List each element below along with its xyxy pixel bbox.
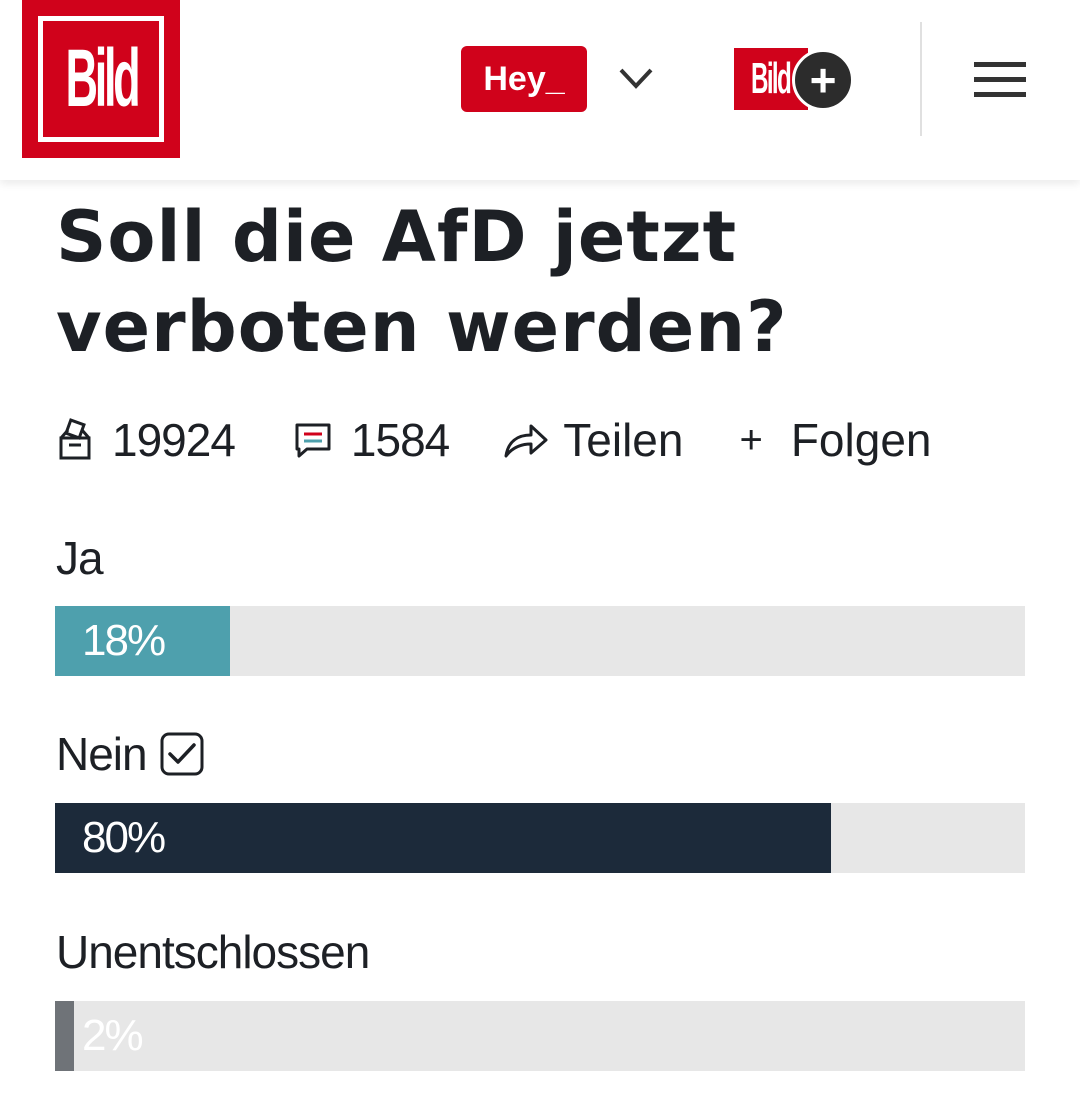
follow-label: Folgen <box>790 414 932 466</box>
menu-icon[interactable] <box>974 62 1026 98</box>
vote-count: 19924 <box>56 413 236 467</box>
poll-option-fill <box>55 1001 75 1071</box>
poll-option-label: Nein <box>56 724 205 784</box>
follow-button[interactable]: + Folgen <box>739 413 931 467</box>
chevron-down-icon[interactable] <box>614 60 658 100</box>
hey-button[interactable]: Hey_ <box>461 46 587 112</box>
comment-icon <box>295 423 331 458</box>
comment-count-value: 1584 <box>350 414 450 466</box>
poll-option-label: Ja <box>56 532 104 584</box>
follow-plus-icon: + <box>739 417 763 462</box>
poll-option-fill <box>55 606 230 676</box>
poll-option-percent: 80% <box>82 813 166 862</box>
poll-option-fill <box>55 803 831 873</box>
article-meta: 19924 1584 Teilen + Folgen <box>56 408 931 472</box>
share-label: Teilen <box>563 414 684 466</box>
ballot-box-icon <box>59 418 91 460</box>
bildplus-button[interactable]: Bild + <box>734 48 858 112</box>
checkbox-checked-icon <box>160 732 204 776</box>
vote-count-value: 19924 <box>112 414 236 466</box>
poll-option-bar[interactable]: 80% <box>55 803 1025 873</box>
header-divider <box>920 22 922 136</box>
page-title: Soll die AfD jetzt verboten werden? <box>56 196 788 368</box>
poll-option-label: Unentschlossen <box>56 926 370 978</box>
comment-count[interactable]: 1584 <box>293 413 450 467</box>
poll-option-bar[interactable]: 2% <box>55 1001 1025 1071</box>
bildplus-text: Bild <box>751 54 792 103</box>
bild-logo[interactable]: Bild <box>22 0 180 158</box>
share-button[interactable]: Teilen <box>503 413 683 467</box>
top-header: Bild Hey_ Bild + <box>0 0 1080 180</box>
share-icon <box>504 424 548 458</box>
poll-option-percent: 2% <box>82 1011 144 1060</box>
bild-logo-text: Bild <box>65 33 140 124</box>
poll-option-percent: 18% <box>82 616 166 665</box>
poll-option-bar[interactable]: 18% <box>55 606 1025 676</box>
plus-icon: + <box>792 49 854 111</box>
